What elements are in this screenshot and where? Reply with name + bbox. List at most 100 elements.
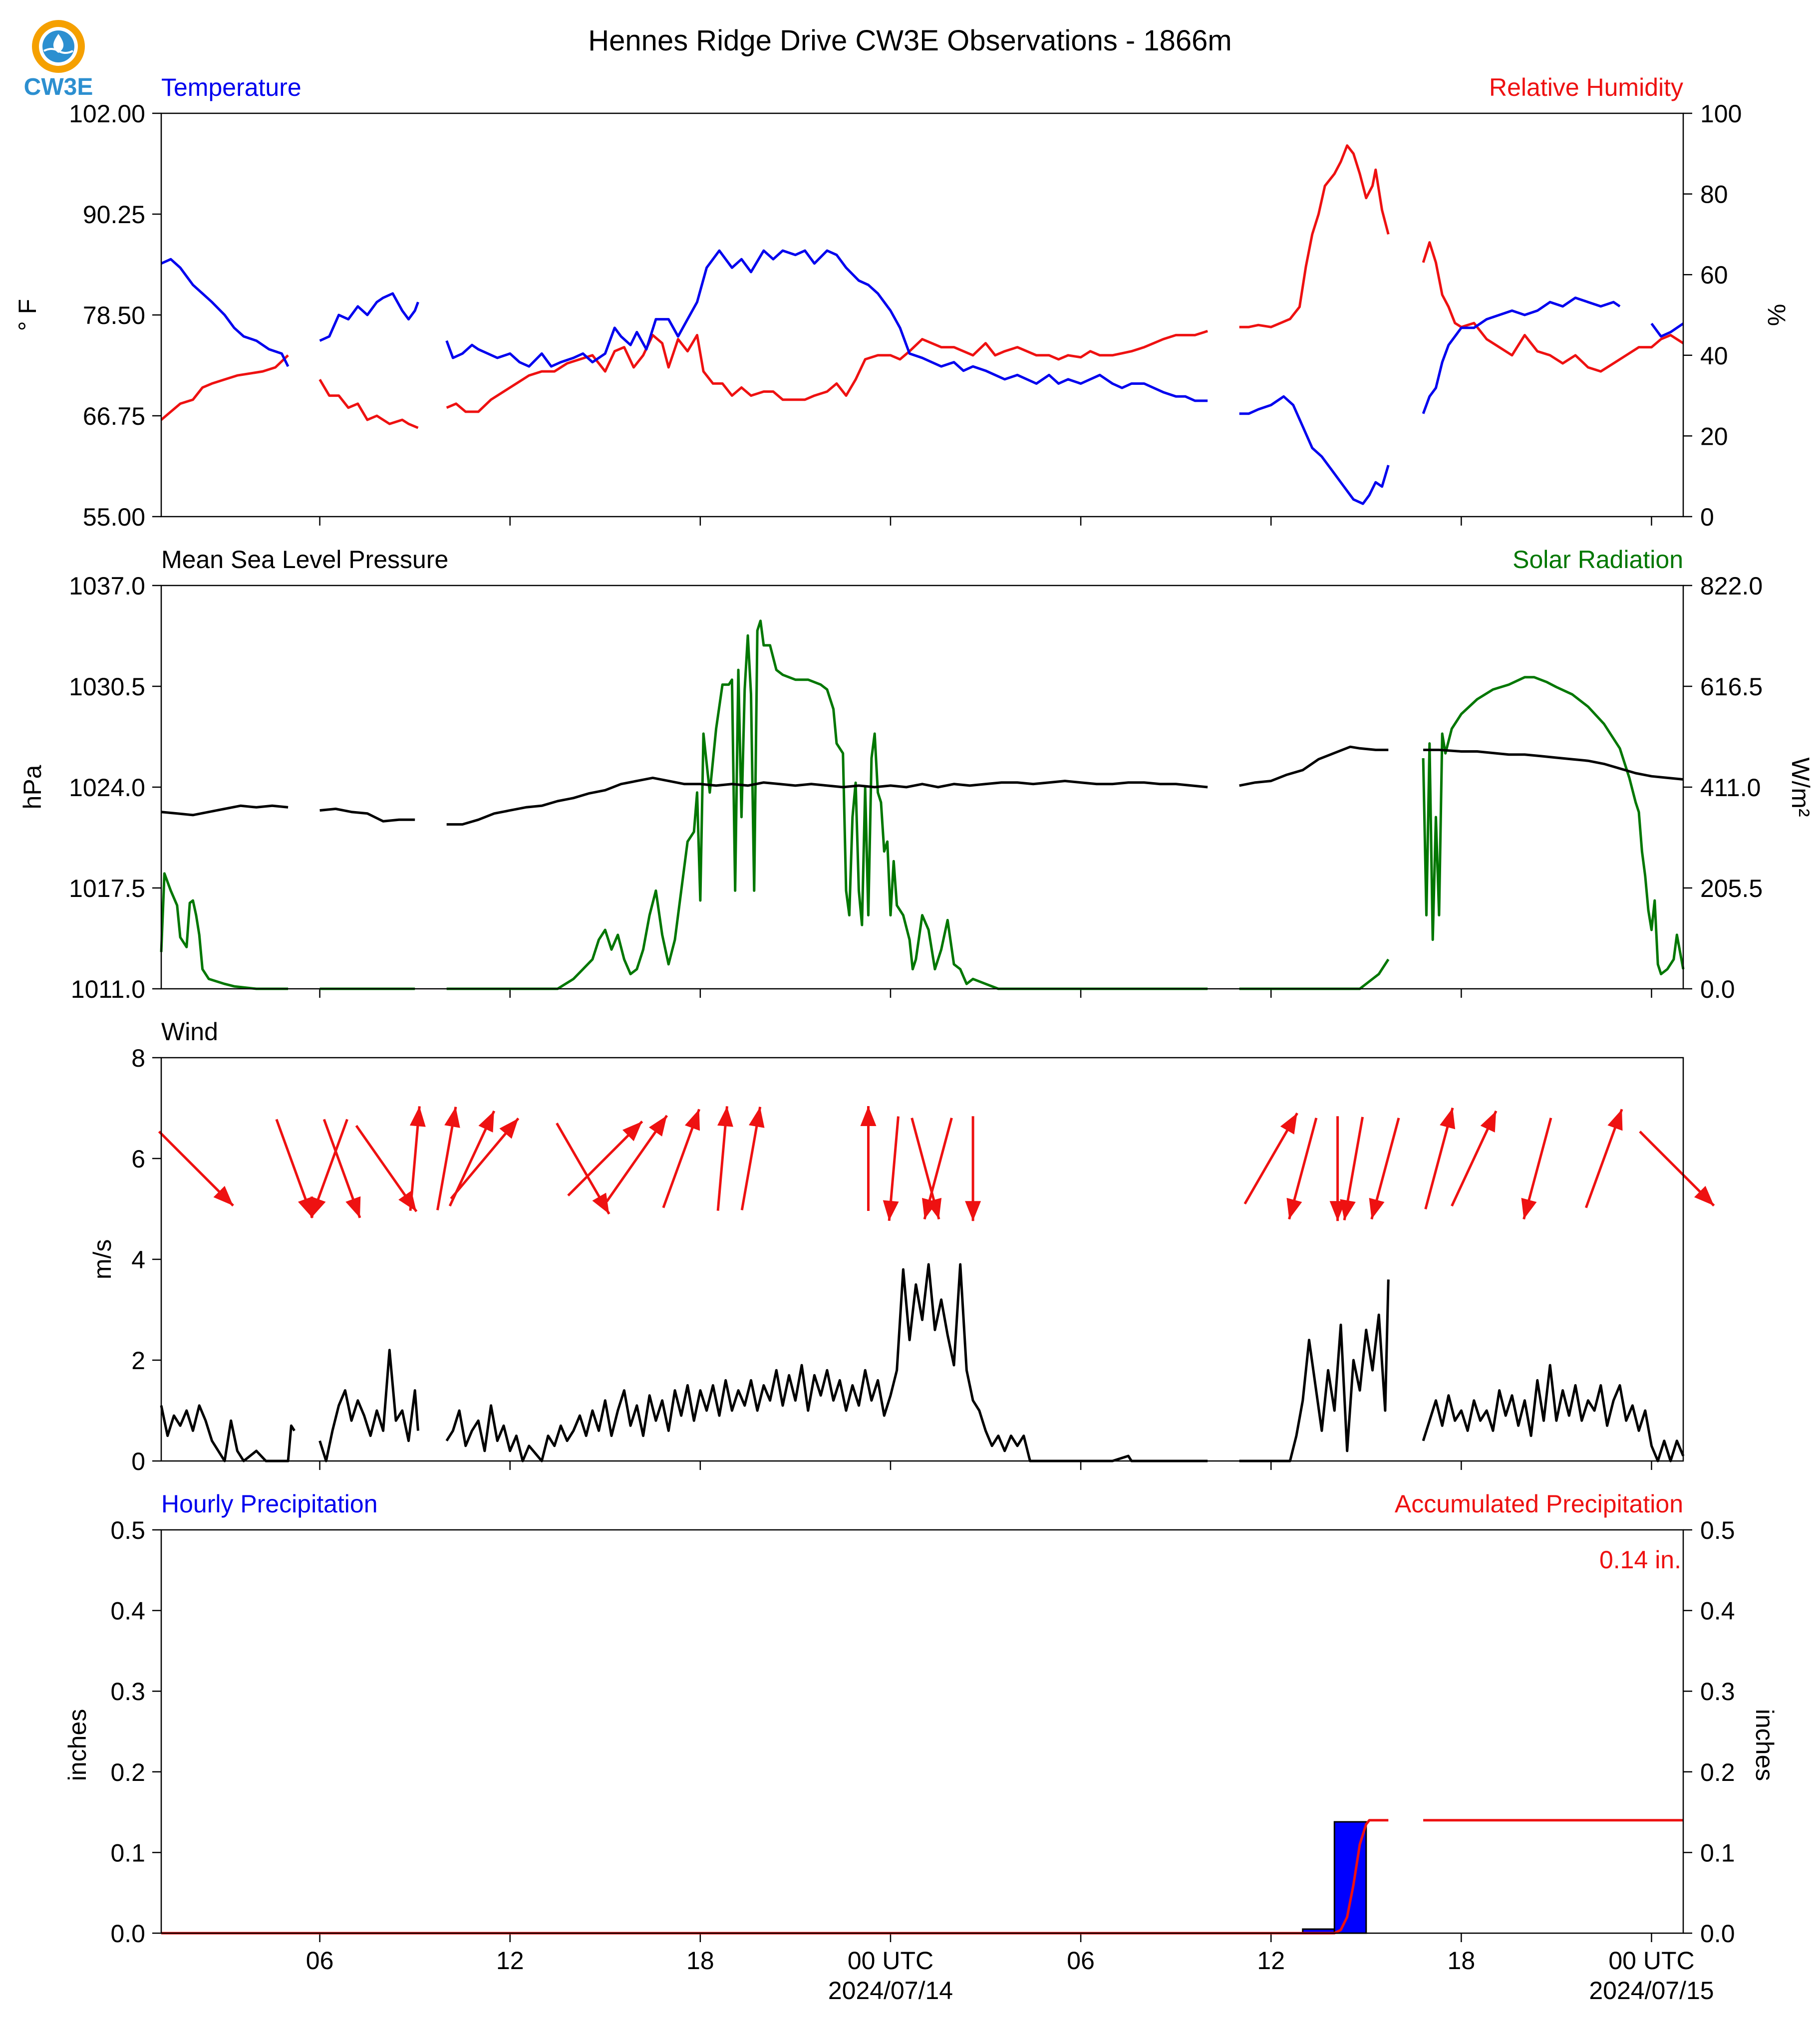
panel2-title-right: Solar Radiation: [1513, 546, 1683, 574]
date-label: 2024/07/14: [828, 1977, 953, 2005]
panel-pressure-solar: Mean Sea Level Pressure Solar Radiation …: [18, 546, 1815, 1003]
y-tick-label: 0.1: [110, 1839, 145, 1867]
wind-arrow-head: [1280, 1113, 1297, 1135]
y-tick-label: 205.5: [1700, 874, 1763, 902]
y-tick-label: 0.0: [110, 1920, 145, 1948]
logo-drop-icon: [53, 34, 64, 53]
y-tick-label: 66.75: [83, 402, 145, 430]
wind-arrow-head: [622, 1121, 642, 1142]
temperature-line: [1650, 322, 1684, 338]
panel4-frame: [160, 1529, 1684, 1934]
y-tick-label: 0.5: [110, 1516, 145, 1544]
panel1-ylabel-right: %: [1763, 304, 1791, 326]
panel-temperature-humidity: Temperature Relative Humidity ° F % 55.0…: [13, 73, 1791, 531]
panel3-wind-arrows: [158, 1106, 1715, 1221]
panel2-xticks: [319, 989, 1652, 998]
y-tick-label: 1037.0: [69, 572, 145, 600]
panel3-title-left: Wind: [161, 1018, 218, 1046]
humidity-line: [1422, 241, 1684, 373]
pressure-line: [319, 808, 415, 823]
wind-arrow-head: [1286, 1197, 1302, 1219]
panel3-series: [160, 1263, 1685, 1462]
x-tick-label: 12: [496, 1947, 524, 1975]
humidity-line: [1239, 144, 1390, 328]
panel1-title-left: Temperature: [161, 73, 302, 101]
pressure-line: [1239, 745, 1389, 787]
wind-arrow-head: [478, 1111, 494, 1133]
temperature-line: [1239, 395, 1390, 505]
x-tick-label: 06: [306, 1947, 334, 1975]
panel-precipitation: Hourly Precipitation Accumulated Precipi…: [63, 1490, 1779, 2005]
logo-text: CW3E: [24, 74, 93, 100]
y-tick-label: 411.0: [1700, 774, 1761, 802]
y-tick-label: 100: [1700, 100, 1742, 128]
panel1-xticks: [319, 517, 1652, 526]
accum-total-annotation: 0.14 in.: [1599, 1546, 1681, 1574]
x-tick-label: 06: [1067, 1947, 1095, 1975]
wind-arrow-head: [684, 1109, 700, 1131]
y-tick-label: 6: [131, 1145, 145, 1173]
solar-radiation-line: [160, 872, 289, 990]
wind-arrow-head: [965, 1201, 981, 1221]
panel3-ylabel-left: m/s: [88, 1239, 116, 1280]
wind-arrow-head: [921, 1197, 937, 1219]
humidity-line: [160, 354, 289, 421]
y-tick-label: 0.0: [1700, 975, 1735, 1003]
pressure-line: [1423, 748, 1684, 781]
wind-arrow-head: [444, 1107, 460, 1128]
panel1-yticks-right: 0 20 40 60 80 100: [1683, 100, 1742, 531]
panel1-yticks-left: 55.00 66.75 78.50 90.25 102.00: [69, 100, 161, 531]
cw3e-logo: CW3E: [24, 20, 93, 100]
panel3-frame: [160, 1057, 1684, 1462]
wind-speed-line: [1239, 1279, 1390, 1462]
wind-arrow-head: [1607, 1109, 1623, 1131]
logo-wave-icon: [43, 48, 73, 54]
wind-arrow-head: [409, 1106, 426, 1127]
panel1-title-right: Relative Humidity: [1489, 73, 1683, 101]
panel4-title-left: Hourly Precipitation: [161, 1490, 378, 1518]
wind-arrow-head: [1440, 1108, 1456, 1130]
pressure-line: [446, 776, 1208, 826]
solar-radiation-line: [446, 619, 1208, 990]
x-tick-label: 00 UTC: [848, 1947, 933, 1975]
wind-arrow-head: [592, 1192, 609, 1214]
x-tick-label: 18: [686, 1947, 714, 1975]
y-tick-label: 1011.0: [71, 975, 145, 1003]
wind-arrow-head: [883, 1200, 899, 1221]
y-tick-label: 0.5: [1700, 1516, 1735, 1544]
panel2-yticks-right: 0.0 205.5 411.0 616.5 822.0: [1683, 572, 1763, 1003]
y-tick-label: 0.3: [110, 1678, 145, 1706]
y-tick-label: 60: [1700, 261, 1728, 289]
y-tick-label: 55.00: [83, 503, 145, 531]
wind-arrow-head: [860, 1106, 877, 1126]
panel4-accum-line: [161, 1819, 1683, 1935]
panel-wind: Wind m/s 0 2 4 6 8: [88, 1018, 1715, 1475]
wind-arrow-head: [345, 1196, 361, 1218]
y-tick-label: 1030.5: [69, 673, 145, 701]
y-tick-label: 0: [1700, 503, 1714, 531]
x-tick-label: 18: [1448, 1947, 1476, 1975]
wind-arrow-head: [499, 1118, 519, 1139]
wind-speed-line: [1422, 1364, 1685, 1462]
wind-arrow-head: [1694, 1185, 1714, 1206]
temperature-line: [1422, 296, 1621, 414]
y-tick-label: 0.4: [110, 1597, 145, 1625]
y-tick-label: 616.5: [1700, 673, 1763, 701]
chart-title: Hennes Ridge Drive CW3E Observations - 1…: [588, 24, 1231, 57]
humidity-line: [318, 379, 419, 429]
x-tick-label: 00 UTC: [1608, 1947, 1694, 1975]
panel1-ylabel-left: ° F: [13, 299, 41, 331]
panel2-ylabel-left: hPa: [18, 765, 46, 809]
panel3-yticks-left: 0 2 4 6 8: [131, 1044, 161, 1475]
y-tick-label: 0.2: [110, 1758, 145, 1786]
pressure-line: [161, 804, 289, 817]
y-tick-label: 822.0: [1700, 572, 1763, 600]
y-tick-label: 80: [1700, 181, 1728, 209]
wind-arrow-head: [648, 1115, 667, 1137]
wind-arrow-head: [1480, 1111, 1497, 1133]
panel2-series: [160, 619, 1685, 990]
y-tick-label: 20: [1700, 422, 1728, 450]
